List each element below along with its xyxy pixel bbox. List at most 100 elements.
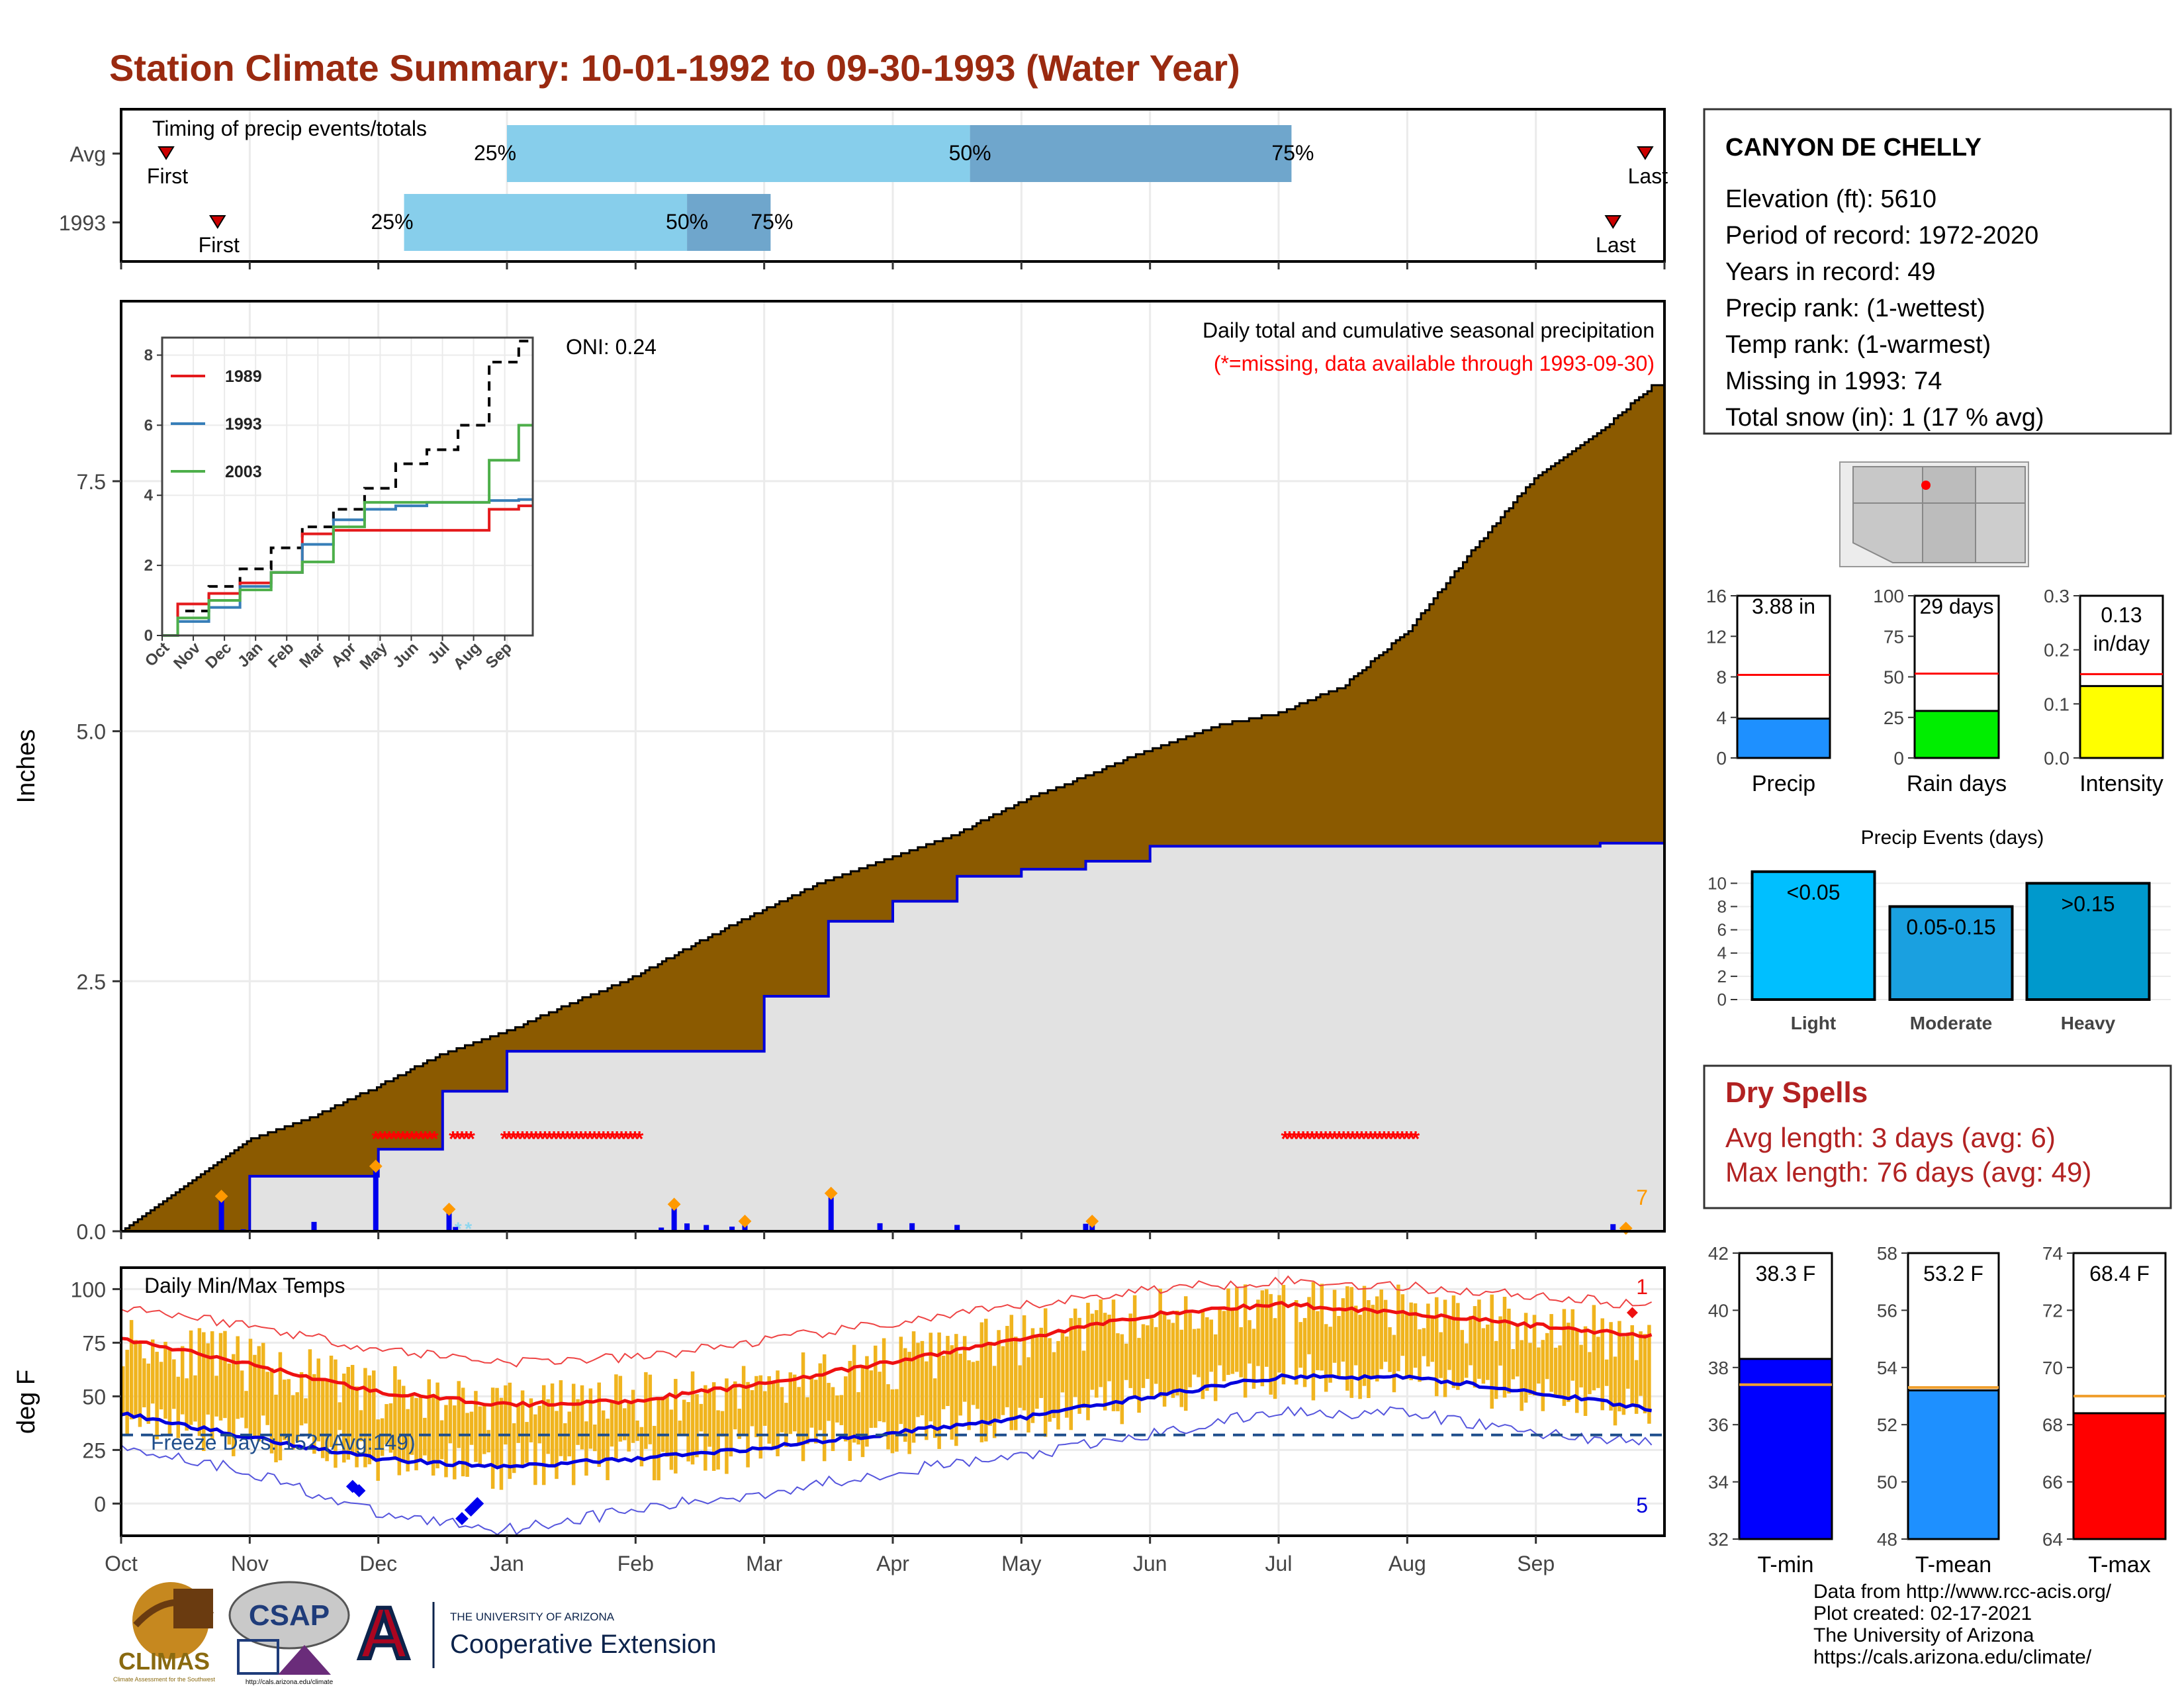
daily-temp-bar [946,1336,950,1407]
missing-marker: * [421,1127,430,1151]
temp-summary-bars: 38.3 F 32 34 36 38 40 42 T-min 53.2 F 48 50 52 54 56 5… [1708,1243,2167,1577]
daily-temp-bar [1273,1318,1277,1399]
temp-mini-bar-tick-label: 48 [1877,1529,1897,1550]
daily-temp-bar [278,1352,283,1461]
daily-temp-bar [418,1396,423,1461]
daily-temp-bar [185,1378,189,1431]
daily-temp-bar [1205,1317,1209,1391]
daily-temp-bar [129,1320,134,1420]
daily-precip-bar [218,1196,224,1231]
precip-events-title: Precip Events (days) [1861,827,2044,849]
footer-line: The University of Arizona [1813,1624,2034,1646]
daily-temp-bar [929,1333,933,1422]
daily-temp-bar [1337,1316,1341,1378]
timing-bar-q25-q50 [507,125,970,182]
daily-temp-bar [486,1430,490,1453]
daily-temp-bar [1052,1352,1056,1419]
daily-temp-bar [635,1420,639,1441]
daily-temp-bar [469,1411,474,1445]
daily-temp-bar [767,1376,771,1444]
mini-bar-tick-label: 16 [1706,586,1727,606]
missing-marker: * [523,1127,531,1151]
daily-temp-bar [801,1352,805,1462]
daily-temp-bar [741,1366,746,1434]
timing-pct75: 75% [1271,141,1314,165]
mini-bar-tick-label: 75 [1884,626,1904,647]
daily-temp-bar [762,1391,767,1426]
daily-temp-bar [839,1395,844,1425]
daily-temp-bar [355,1386,359,1468]
daily-temp-bar [805,1397,809,1444]
average-max-line [120,1301,1653,1408]
missing-marker: * [453,1127,462,1151]
daily-temp-bar [1192,1329,1197,1375]
missing-marker: * [398,1127,407,1151]
missing-marker: * [1407,1127,1416,1151]
precip-event-range: <0.05 [1787,880,1841,904]
missing-marker: * [417,1127,426,1151]
daily-temp-bar [997,1330,1001,1419]
missing-marker: * [403,1127,412,1151]
daily-temp-bar [244,1391,248,1429]
daily-temp-bar [856,1392,860,1445]
precip-y-tick-label: 2.5 [77,970,106,994]
daily-temp-bar [818,1363,823,1430]
daily-temp-bar [414,1397,418,1471]
daily-temp-bar [1621,1336,1626,1415]
temp-panel: Daily Min/Max Temps Freeze Days: 152 (Avg… [13,1266,1666,1537]
daily-temp-bar [444,1405,448,1477]
daily-temp-bar [848,1360,852,1461]
precip-events-tick-label: 10 [1707,873,1727,893]
daily-temp-bar [1120,1334,1124,1425]
daily-precip-bar [909,1223,915,1231]
daily-temp-bar [1183,1296,1188,1411]
daily-temp-bar [376,1419,380,1481]
timing-panel: Timing of precip events/totals Avg 25% 50% 7… [59,108,1668,269]
daily-temp-bar [385,1404,388,1445]
daily-temp-bar [1005,1326,1009,1407]
missing-marker: * [1371,1127,1380,1151]
first-marker [158,146,175,160]
missing-marker: * [505,1127,514,1151]
missing-marker: * [1312,1127,1321,1151]
daily-precip-marker [824,1186,838,1200]
daily-temp-bar [1132,1295,1137,1397]
daily-temp-bar [1197,1328,1201,1378]
daily-temp-bar [1065,1336,1069,1418]
timing-pct25: 25% [371,210,414,234]
ua-name: THE UNIVERSITY OF ARIZONA [450,1611,615,1623]
daily-temp-bar [1251,1329,1256,1389]
missing-marker: * [600,1127,608,1151]
daily-temp-bar [776,1370,780,1456]
daily-temp-bar [1375,1296,1379,1382]
missing-marker: * [581,1127,590,1151]
daily-temp-bar [1643,1334,1647,1414]
station-info-line: Years in record: 49 [1725,258,1936,286]
station-info-line: Temp rank: (1-warmest) [1725,331,1991,359]
station-box-border [1703,108,2172,435]
daily-temp-bar [1528,1342,1532,1395]
missing-marker: * [1303,1127,1312,1151]
daily-temp-bar [784,1403,788,1447]
daily-temp-bar [1498,1316,1502,1366]
daily-precip-bar [311,1221,317,1231]
daily-temp-bar [1634,1360,1639,1414]
temp-caption: Daily Min/Max Temps [144,1274,345,1297]
daily-temp-bar [320,1379,325,1458]
missing-marker: * [1340,1127,1348,1151]
daily-temp-bar [860,1365,865,1458]
first-label: First [147,164,188,188]
mini-bar-tick-label: 0 [1716,748,1727,769]
daily-temp-bar [690,1371,695,1465]
daily-temp-bar [916,1342,920,1417]
climas-wordmark: CLIMAS [118,1648,210,1675]
daily-temp-bar [992,1366,997,1438]
daily-temp-bar [958,1353,962,1416]
daily-temp-bar [874,1345,878,1428]
precip-y-tick-label: 7.5 [77,470,106,494]
timing-pct75: 75% [751,210,793,234]
daily-temp-bar [401,1385,406,1461]
daily-temp-bar [1039,1327,1044,1398]
daily-temp-bar [1413,1303,1418,1368]
